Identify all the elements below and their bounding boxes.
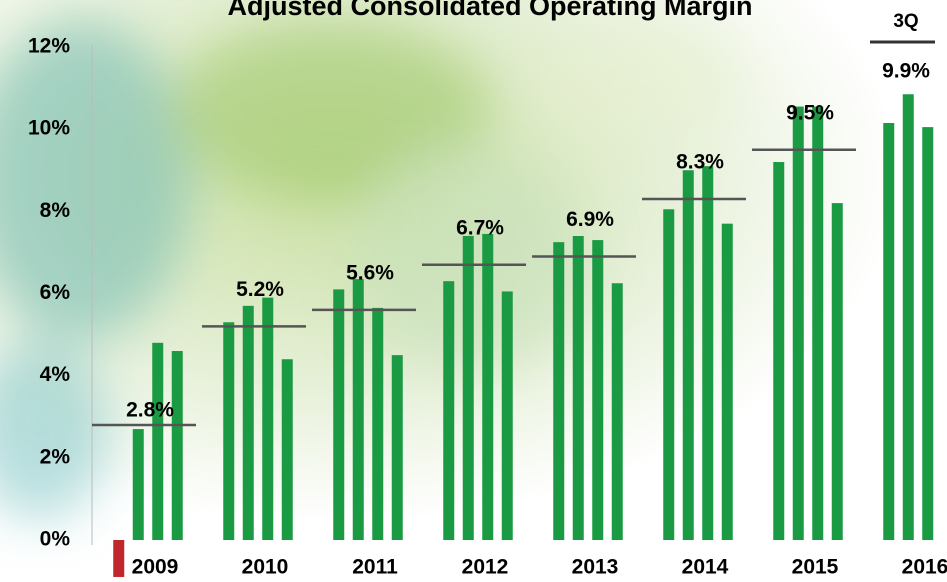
bar [502,291,513,540]
bar [223,322,234,540]
page: {"chart_data": {"type": "bar", "title": … [0,0,947,582]
ytd-label: 3Q [893,11,918,32]
x-tick-label: 2012 [462,556,509,579]
y-tick-label: 12% [28,35,70,58]
bar [832,203,843,540]
bar [353,279,364,540]
bar [573,236,584,540]
average-label: 5.2% [236,278,284,301]
bar [702,166,713,540]
bar [553,242,564,540]
bar [683,170,694,540]
x-tick-label: 2011 [352,556,398,579]
bar [463,236,474,540]
bar [883,123,894,540]
chart: Adjusted Consolidated Operating Margin 0… [0,0,947,582]
bar [812,107,823,540]
y-tick-label: 4% [40,363,71,386]
y-tick-label: 2% [40,445,71,468]
bar [282,359,293,540]
average-label: 6.9% [566,208,614,231]
bar [793,107,804,540]
bar [922,127,933,540]
bar [482,234,493,540]
average-label: 9.9% [882,60,930,83]
average-label: 6.7% [456,216,504,239]
bar [372,308,383,540]
bar [773,162,784,540]
y-tick-label: 10% [28,117,70,140]
average-label: 2.8% [126,399,174,422]
y-tick-label: 8% [40,199,71,222]
bar [663,209,674,540]
bar [722,224,733,540]
bar [392,355,403,540]
average-label: 5.6% [346,261,394,284]
bar [113,540,124,577]
bar [333,289,344,540]
bar [152,343,163,540]
y-tick-label: 0% [40,528,71,551]
x-tick-label: 2015 [792,556,839,579]
x-tick-label: 2014 [682,556,729,579]
bar [243,306,254,540]
x-tick-label: 2013 [572,556,619,579]
x-tick-label: 2009 [132,556,179,579]
x-tick-label: 2016 [902,556,947,579]
average-label: 8.3% [676,151,724,174]
bar [903,94,914,540]
bar [262,298,273,540]
bar [592,240,603,540]
bar [612,283,623,540]
chart-title: Adjusted Consolidated Operating Margin [227,0,752,21]
y-tick-label: 6% [40,281,71,304]
bar [133,429,144,540]
bar [172,351,183,540]
average-label: 9.5% [786,101,834,124]
bar [443,281,454,540]
x-tick-label: 2010 [242,556,289,579]
